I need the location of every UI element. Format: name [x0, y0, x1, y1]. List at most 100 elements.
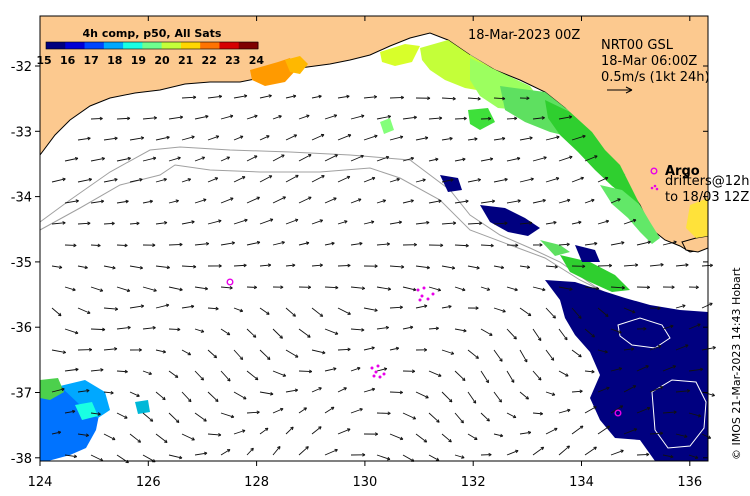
current-arrow	[506, 116, 518, 121]
current-arrow	[545, 135, 560, 141]
current-arrow	[454, 328, 467, 333]
current-arrow	[246, 196, 260, 204]
current-arrow	[415, 348, 428, 352]
current-arrow	[389, 95, 404, 100]
current-arrow	[103, 221, 115, 226]
current-arrow	[285, 174, 299, 183]
current-arrow	[454, 370, 466, 382]
current-arrow	[558, 242, 570, 247]
current-arrow	[376, 454, 391, 461]
current-arrow	[467, 221, 483, 226]
current-arrow	[519, 430, 532, 435]
current-arrow	[480, 116, 492, 121]
current-arrow	[376, 114, 392, 120]
current-arrow	[272, 240, 285, 246]
current-arrow	[493, 391, 502, 403]
current-arrow	[103, 178, 118, 183]
current-arrow	[467, 349, 479, 359]
current-arrow	[90, 199, 105, 204]
argo-label: Argo	[665, 164, 700, 179]
current-arrow	[571, 307, 582, 319]
current-arrow	[272, 407, 284, 414]
x-tick-label: 130	[352, 475, 377, 490]
current-arrow	[207, 306, 219, 311]
current-arrow	[168, 156, 181, 162]
current-arrow	[207, 177, 219, 183]
current-arrow	[64, 243, 77, 248]
current-arrow	[129, 265, 143, 270]
argo-float	[614, 409, 622, 417]
current-arrow	[324, 285, 339, 290]
current-arrow	[402, 199, 414, 204]
current-arrow	[194, 156, 206, 162]
current-arrow	[402, 115, 417, 120]
current-arrow	[324, 114, 338, 120]
current-arrow	[493, 136, 506, 141]
current-arrow	[181, 391, 192, 403]
drifter-position	[420, 294, 424, 298]
x-tick-label: 134	[569, 475, 594, 490]
current-arrow	[168, 454, 183, 460]
current-arrow	[233, 176, 246, 183]
current-arrow	[415, 96, 431, 101]
colorbar-ticks: 15 16 17 18 19 20 21 22 23 24	[36, 54, 264, 67]
current-arrow	[623, 428, 638, 435]
current-arrow	[662, 365, 677, 372]
current-arrow	[571, 176, 584, 183]
drifters-label-line2: to 18/03 12Z	[665, 190, 749, 205]
current-arrow	[558, 370, 569, 377]
scale-arrow	[607, 86, 633, 94]
current-arrow	[532, 243, 543, 247]
current-arrow	[493, 96, 506, 101]
current-arrow	[636, 406, 651, 414]
current-arrow	[259, 218, 274, 225]
current-arrow	[285, 388, 299, 393]
current-arrow	[623, 347, 635, 351]
current-arrow	[129, 221, 140, 226]
current-arrow	[220, 114, 234, 120]
current-arrow	[610, 198, 621, 204]
current-arrow	[545, 349, 555, 361]
current-arrow	[493, 307, 506, 313]
current-arrow	[584, 198, 595, 204]
current-arrow	[285, 426, 294, 435]
current-arrow	[220, 241, 235, 246]
current-arrow	[298, 114, 310, 120]
current-arrow	[402, 325, 414, 330]
current-arrow	[142, 326, 156, 330]
current-arrow	[103, 433, 116, 441]
current-arrow	[129, 433, 142, 443]
current-arrow	[311, 387, 322, 393]
x-tick-label: 136	[677, 475, 702, 490]
current-arrow	[389, 265, 405, 269]
current-arrow	[194, 198, 207, 204]
current-arrow	[441, 265, 456, 270]
current-arrow	[155, 303, 170, 309]
current-arrow	[64, 328, 79, 335]
current-arrow	[246, 370, 259, 381]
current-arrow	[597, 307, 609, 317]
current-arrow	[103, 347, 118, 351]
current-arrow	[519, 391, 529, 400]
current-arrow	[324, 367, 337, 372]
current-arrow	[116, 116, 131, 121]
current-arrow	[480, 328, 493, 336]
current-arrow	[480, 243, 494, 248]
current-arrow	[259, 427, 269, 435]
colorbar-tick-label: 17	[84, 54, 99, 67]
current-arrow	[259, 135, 270, 141]
current-arrow	[519, 96, 530, 101]
current-arrow	[207, 433, 222, 437]
current-arrow	[610, 285, 625, 290]
current-arrow	[285, 349, 299, 358]
current-arrow	[337, 428, 351, 435]
current-arrow	[584, 286, 600, 291]
current-arrow	[350, 286, 366, 291]
current-arrow	[220, 449, 231, 456]
current-arrow	[558, 286, 573, 291]
drifter-position	[370, 366, 374, 370]
current-arrow	[207, 264, 222, 268]
drifter-position	[376, 364, 380, 368]
current-arrow	[363, 95, 378, 99]
current-arrow	[532, 116, 545, 120]
